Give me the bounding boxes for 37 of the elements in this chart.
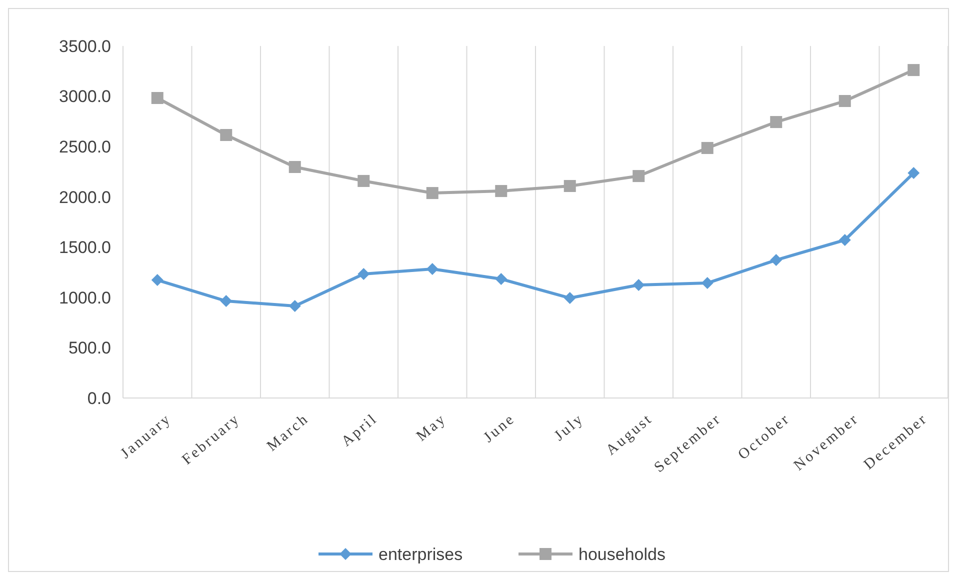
x-tick-label: July [552,410,588,444]
point [564,180,576,192]
x-tick-label: June [480,410,518,446]
y-tick-label: 3500.0 [59,36,111,56]
x-tick-label: May [414,410,450,445]
point [358,174,370,187]
legend-label: enterprises [378,544,463,564]
y-tick-label: 1000.0 [59,288,111,308]
point [908,64,920,76]
point [770,116,782,128]
point [288,160,301,173]
point [701,142,714,154]
point [838,95,851,108]
point [358,268,370,280]
point [220,129,232,142]
y-tick-label: 2000.0 [59,188,111,207]
point [495,273,508,286]
point [151,92,164,104]
point [701,277,714,290]
point [632,278,645,291]
y-tick-label: 2500.0 [59,138,111,157]
y-tick-label: 1500.0 [59,238,111,258]
point [495,185,508,198]
y-tick-label: 3000.0 [59,87,111,106]
point [838,234,851,246]
point [220,295,232,308]
point [426,262,438,275]
point [632,170,645,182]
y-tick-label: 500.0 [68,338,111,358]
legend-label: households [578,544,666,564]
point [426,187,438,200]
point [564,292,576,304]
point [908,167,920,180]
point [288,300,301,312]
point [151,274,164,286]
point [770,254,782,266]
y-tick-label: 0.0 [87,388,111,408]
